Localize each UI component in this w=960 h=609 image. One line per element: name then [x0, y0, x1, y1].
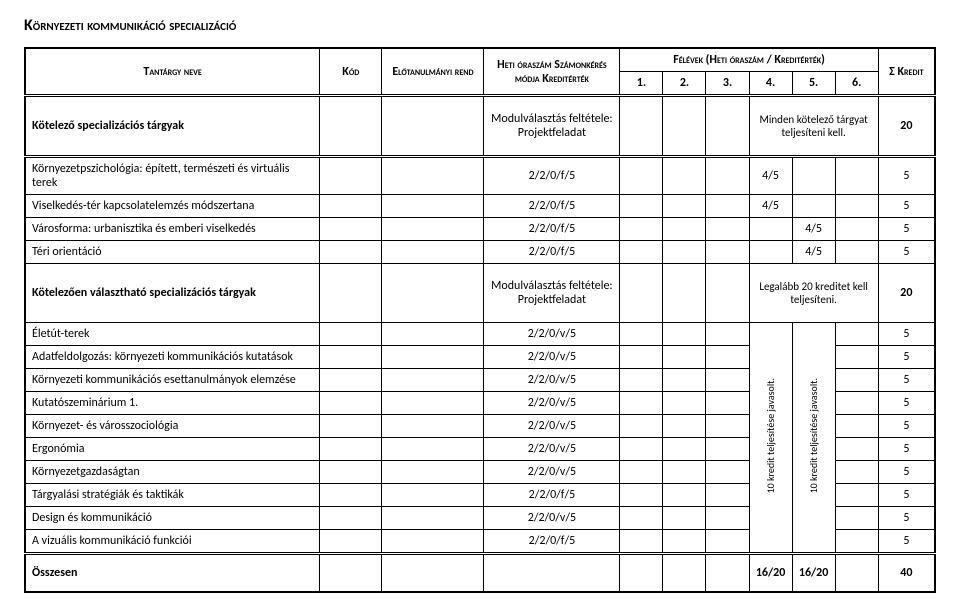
- row-kr: 5: [878, 438, 935, 461]
- row-s5: 4/5: [792, 218, 835, 241]
- row-kr: 5: [878, 346, 935, 369]
- row-name: Környezet- és városszociológia: [25, 415, 320, 438]
- row-kr: 5: [878, 157, 935, 195]
- row-name: Adatfeldolgozás: környezeti kommunikáció…: [25, 346, 320, 369]
- th-sem-5: 5.: [792, 72, 835, 96]
- row-name: Téri orientáció: [25, 241, 320, 264]
- th-sem-1: 1.: [620, 72, 663, 96]
- row-heti: 2/2/0/v/5: [484, 507, 620, 530]
- row-heti: 2/2/0/v/5: [484, 438, 620, 461]
- section2-cond: Modulválasztás feltétele: Projektfeladat: [484, 264, 620, 323]
- row-kr: 5: [878, 241, 935, 264]
- row-heti: 2/2/0/f/5: [484, 484, 620, 507]
- row-heti: 2/2/0/f/5: [484, 195, 620, 218]
- row-name: Városforma: urbanisztika és emberi visel…: [25, 218, 320, 241]
- row-name: Életút-terek: [25, 323, 320, 346]
- section2-note: Legalább 20 kreditet kell teljesíteni.: [749, 264, 878, 323]
- row-kr: 5: [878, 195, 935, 218]
- cell-empty: [382, 157, 484, 195]
- row-s5: 4/5: [792, 241, 835, 264]
- vnote-s4: 10 kredit teljesítése javasolt.: [765, 378, 776, 493]
- th-elo: Előtanulmányi rend: [382, 48, 484, 96]
- cell-empty: [663, 96, 706, 157]
- row-name: Kutatószeminárium 1.: [25, 392, 320, 415]
- row-kr: 5: [878, 323, 935, 346]
- cell-empty: [620, 96, 663, 157]
- row-kr: 5: [878, 507, 935, 530]
- row-s4: 4/5: [749, 195, 792, 218]
- row-s4: 4/5: [749, 157, 792, 195]
- th-kod: Kód: [320, 48, 382, 96]
- cell-empty: [320, 96, 382, 157]
- row-heti: 2/2/0/f/5: [484, 218, 620, 241]
- section1-note: Minden kötelező tárgyat teljesíteni kell…: [749, 96, 878, 157]
- cell-empty: [320, 157, 382, 195]
- row-name: Környezetpszichológia: épített, természe…: [25, 157, 320, 195]
- th-heti: Heti óraszám Számonkérés módja Kreditért…: [484, 48, 620, 96]
- section1-cond: Modulválasztás feltétele: Projektfeladat: [484, 96, 620, 157]
- row-heti: 2/2/0/v/5: [484, 323, 620, 346]
- row-heti: 2/2/0/f/5: [484, 157, 620, 195]
- row-kr: 5: [878, 484, 935, 507]
- row-kr: 5: [878, 218, 935, 241]
- vnote-s5: 10 kredit teljesítése javasolt.: [808, 378, 819, 493]
- row-name: A vizuális kommunikáció funkciói: [25, 530, 320, 554]
- row-name: Tárgyalási stratégiák és taktikák: [25, 484, 320, 507]
- section1-label: Kötelező specializációs tárgyak: [25, 96, 320, 157]
- row-name: Környezeti kommunikációs esettanulmányok…: [25, 369, 320, 392]
- curriculum-table: Tantárgy neve Kód Előtanulmányi rend Het…: [24, 47, 936, 593]
- vertical-note-s4: 10 kredit teljesítése javasolt.: [749, 323, 792, 554]
- th-sem-2: 2.: [663, 72, 706, 96]
- row-name: Design és kommunikáció: [25, 507, 320, 530]
- th-sem-4: 4.: [749, 72, 792, 96]
- row-name: Viselkedés-tér kapcsolatelemzés módszert…: [25, 195, 320, 218]
- cell-empty: [706, 96, 749, 157]
- section1-credit: 20: [878, 96, 935, 157]
- row-kr: 5: [878, 415, 935, 438]
- vertical-note-s5: 10 kredit teljesítése javasolt.: [792, 323, 835, 554]
- row-heti: 2/2/0/f/5: [484, 530, 620, 554]
- row-kr: 5: [878, 369, 935, 392]
- row-heti: 2/2/0/v/5: [484, 461, 620, 484]
- page-title: Környezeti kommunikáció specializáció: [24, 16, 936, 35]
- row-heti: 2/2/0/v/5: [484, 392, 620, 415]
- row-heti: 2/2/0/f/5: [484, 241, 620, 264]
- row-kr: 5: [878, 530, 935, 554]
- row-heti: 2/2/0/v/5: [484, 415, 620, 438]
- cell-empty: [382, 96, 484, 157]
- th-kredit: Σ Kredit: [878, 48, 935, 96]
- th-felevek: Félévek (Heti óraszám / Kreditérték): [620, 48, 878, 72]
- row-name: Környezetgazdaságtan: [25, 461, 320, 484]
- section2-label: Kötelezően választható specializációs tá…: [25, 264, 320, 323]
- th-name: Tantárgy neve: [25, 48, 320, 96]
- row-heti: 2/2/0/v/5: [484, 369, 620, 392]
- row-name: Ergonómia: [25, 438, 320, 461]
- row-heti: 2/2/0/v/5: [484, 346, 620, 369]
- section2-credit: 20: [878, 264, 935, 323]
- row-kr: 5: [878, 461, 935, 484]
- th-sem-6: 6.: [835, 72, 878, 96]
- row-kr: 5: [878, 392, 935, 415]
- th-sem-3: 3.: [706, 72, 749, 96]
